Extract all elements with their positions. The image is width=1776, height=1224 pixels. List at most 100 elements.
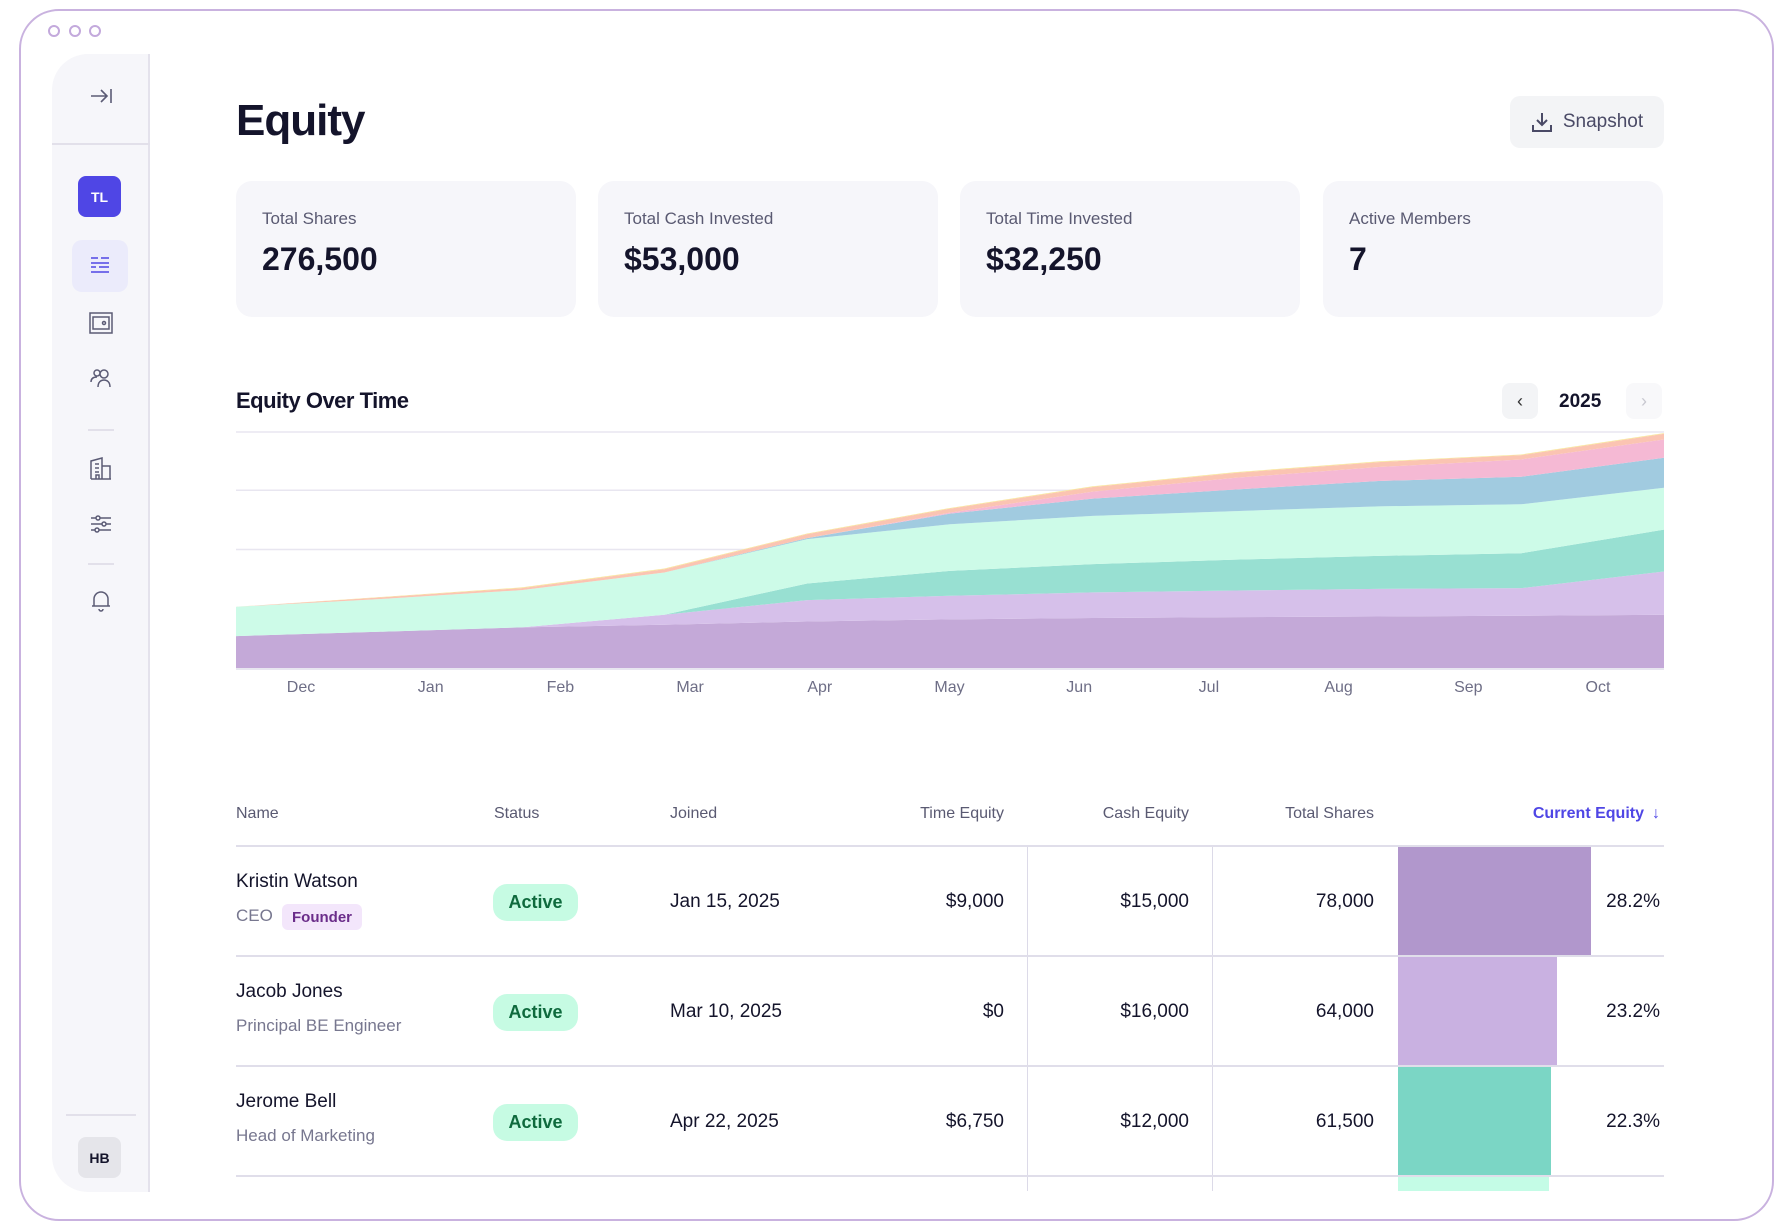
equity-bar xyxy=(1398,1067,1551,1177)
collapse-sidebar-icon[interactable] xyxy=(52,86,150,106)
next-year-button[interactable]: › xyxy=(1626,383,1662,419)
sidebar-item-equity[interactable] xyxy=(72,240,128,292)
x-tick-label: Feb xyxy=(547,679,575,696)
year-label: 2025 xyxy=(1559,391,1602,412)
divider xyxy=(88,563,114,565)
x-tick-label: May xyxy=(934,679,964,696)
current-equity: 28.2% xyxy=(1606,891,1660,912)
prev-year-button[interactable]: ‹ xyxy=(1502,383,1538,419)
arrow-down-icon: ↓ xyxy=(1652,805,1660,822)
area-series-4 xyxy=(236,487,1664,637)
users-icon[interactable] xyxy=(52,368,150,388)
total-shares: 78,000 xyxy=(1315,891,1374,912)
area-series-5 xyxy=(236,457,1664,607)
equity-bar xyxy=(1398,1177,1549,1191)
member-role: Principal BE Engineer xyxy=(236,1016,402,1035)
equity-over-time-chart: Dec Jan Feb Mar Apr May Jun Jul Aug Sep Oct xyxy=(236,431,1664,696)
divider xyxy=(66,1114,136,1116)
member-role: Head of Marketing xyxy=(236,1126,375,1145)
x-tick-label: Sep xyxy=(1454,679,1483,696)
member-role: CEO xyxy=(236,906,273,925)
equity-bar xyxy=(1398,847,1592,957)
column-divider xyxy=(1027,847,1028,1191)
area-series-1 xyxy=(236,614,1664,668)
column-header-name[interactable]: Name xyxy=(236,805,279,822)
equity-list-icon xyxy=(91,257,109,273)
current-equity-label: Current Equity xyxy=(1532,805,1644,822)
row-divider xyxy=(236,1175,1664,1177)
chart-title: Equity Over Time xyxy=(236,388,409,413)
current-equity: 23.2% xyxy=(1606,1001,1660,1022)
page-title: Equity xyxy=(236,96,365,145)
chevron-left-icon: ‹ xyxy=(1517,390,1523,411)
member-name[interactable]: Jacob Jones xyxy=(236,981,343,1002)
stat-label: Total Time Invested xyxy=(986,209,1133,228)
status-badge: Active xyxy=(493,884,578,921)
joined-date: Jan 15, 2025 xyxy=(670,891,780,912)
sliders-icon[interactable] xyxy=(52,514,150,534)
x-tick-label: Aug xyxy=(1324,679,1352,696)
row-divider xyxy=(236,955,1664,957)
x-tick-label: Oct xyxy=(1586,679,1611,696)
stat-card-total-time: Total Time Invested $32,250 xyxy=(960,181,1300,317)
column-header-joined[interactable]: Joined xyxy=(670,805,718,822)
building-icon[interactable] xyxy=(52,456,150,480)
chevron-right-icon: › xyxy=(1641,390,1647,411)
x-tick-label: Dec xyxy=(287,679,315,696)
app-window: TL HB Equity Snapshot Total Shares 276,50… xyxy=(19,9,1774,1221)
stat-label: Total Cash Invested xyxy=(624,209,774,228)
window-dot-icon[interactable] xyxy=(48,25,60,37)
status-badge: Active xyxy=(493,994,578,1031)
member-name[interactable]: Jerome Bell xyxy=(236,1091,337,1112)
column-header-current-equity[interactable]: Current Equity ↓ xyxy=(1533,805,1660,823)
divider xyxy=(52,143,150,145)
stat-card-total-shares: Total Shares 276,500 xyxy=(236,181,576,317)
stat-value: 7 xyxy=(1349,241,1367,277)
x-tick-label: Mar xyxy=(676,679,704,696)
wallet-icon[interactable] xyxy=(52,312,150,334)
stat-value: $53,000 xyxy=(624,241,740,277)
equity-bar xyxy=(1398,957,1557,1067)
x-tick-label: Jul xyxy=(1199,679,1219,696)
joined-date: Mar 10, 2025 xyxy=(670,1001,782,1022)
window-dot-icon[interactable] xyxy=(69,25,81,37)
header-divider xyxy=(236,845,1664,847)
time-equity: $9,000 xyxy=(945,891,1004,912)
workspace-avatar[interactable]: TL xyxy=(78,176,121,217)
cash-equity: $15,000 xyxy=(1120,891,1189,912)
x-tick-label: Apr xyxy=(807,679,833,696)
area-series-2 xyxy=(236,571,1664,637)
stat-value: 276,500 xyxy=(262,241,378,277)
x-tick-label: Jun xyxy=(1066,679,1092,696)
download-icon xyxy=(1531,113,1552,132)
column-divider xyxy=(1212,847,1213,1191)
column-header-status[interactable]: Status xyxy=(494,805,540,822)
stat-card-active-members: Active Members 7 xyxy=(1323,181,1663,317)
x-tick-label: Jan xyxy=(418,679,444,696)
window-dot-icon[interactable] xyxy=(89,25,101,37)
total-shares: 61,500 xyxy=(1315,1111,1374,1132)
stat-value: $32,250 xyxy=(986,241,1102,277)
member-name[interactable]: Kristin Watson xyxy=(236,871,358,892)
stat-label: Active Members xyxy=(1349,209,1471,228)
snapshot-label: Snapshot xyxy=(1562,111,1644,132)
divider xyxy=(88,429,114,431)
stat-card-total-cash: Total Cash Invested $53,000 xyxy=(598,181,938,317)
column-header-cash-equity[interactable]: Cash Equity xyxy=(1102,805,1189,822)
founder-badge: Founder xyxy=(282,904,362,930)
row-divider xyxy=(236,1065,1664,1067)
current-equity: 22.3% xyxy=(1606,1111,1660,1132)
user-avatar[interactable]: HB xyxy=(78,1137,121,1178)
cash-equity: $16,000 xyxy=(1120,1001,1189,1022)
snapshot-button[interactable]: Snapshot xyxy=(1510,96,1664,148)
bell-icon[interactable] xyxy=(52,588,150,612)
area-series-6 xyxy=(236,439,1664,607)
area-series-3 xyxy=(236,529,1664,637)
stat-label: Total Shares xyxy=(262,209,357,228)
time-equity: $0 xyxy=(982,1001,1004,1022)
time-equity: $6,750 xyxy=(945,1111,1004,1132)
column-header-total-shares[interactable]: Total Shares xyxy=(1285,805,1374,822)
column-header-time-equity[interactable]: Time Equity xyxy=(920,805,1004,822)
cash-equity: $12,000 xyxy=(1120,1111,1189,1132)
status-badge: Active xyxy=(493,1104,578,1141)
